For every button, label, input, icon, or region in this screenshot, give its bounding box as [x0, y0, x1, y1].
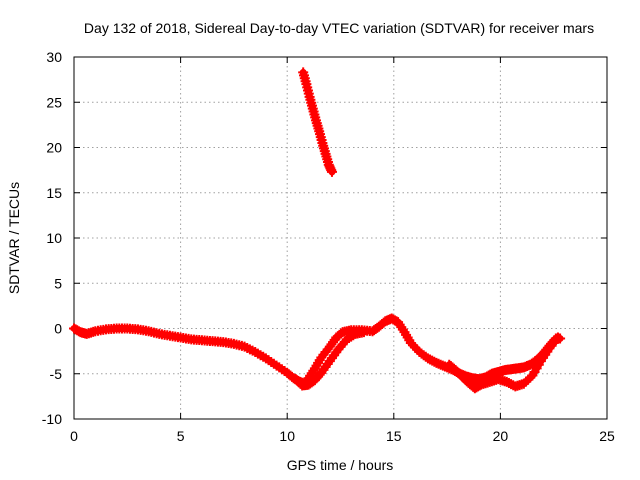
y-tick-label: -5: [50, 366, 63, 382]
y-tick-label: 20: [46, 140, 62, 156]
data-point: [358, 327, 369, 338]
y-tick-label: 10: [46, 230, 62, 246]
x-tick-label: 10: [279, 428, 295, 444]
y-tick-label: 15: [46, 185, 62, 201]
series-secondary-branch: [290, 327, 369, 391]
series-main-track: [69, 313, 566, 389]
x-tick-label: 20: [493, 428, 509, 444]
y-tick-label: 5: [54, 275, 62, 291]
data-point: [326, 166, 337, 177]
y-tick-label: -10: [42, 411, 62, 427]
y-tick-label: 25: [46, 94, 62, 110]
x-tick-label: 15: [386, 428, 402, 444]
y-tick-label: 30: [46, 49, 62, 65]
chart-title: Day 132 of 2018, Sidereal Day-to-day VTE…: [84, 20, 594, 36]
data-marks: [69, 67, 566, 394]
series-upper-segment: [298, 67, 337, 177]
x-tick-labels: 0 5 10 15 20 25: [70, 428, 615, 444]
x-tick-label: 5: [177, 428, 185, 444]
x-tick-label: 0: [70, 428, 78, 444]
y-axis-label: SDTVAR / TECUs: [6, 182, 22, 294]
x-axis-label: GPS time / hours: [287, 457, 394, 473]
series-lower-branch: [444, 332, 563, 394]
x-tick-label: 25: [599, 428, 615, 444]
y-tick-labels: -10 -5 0 5 10 15 20 25 30: [42, 49, 62, 427]
data-point: [552, 332, 563, 343]
y-tick-label: 0: [54, 321, 62, 337]
